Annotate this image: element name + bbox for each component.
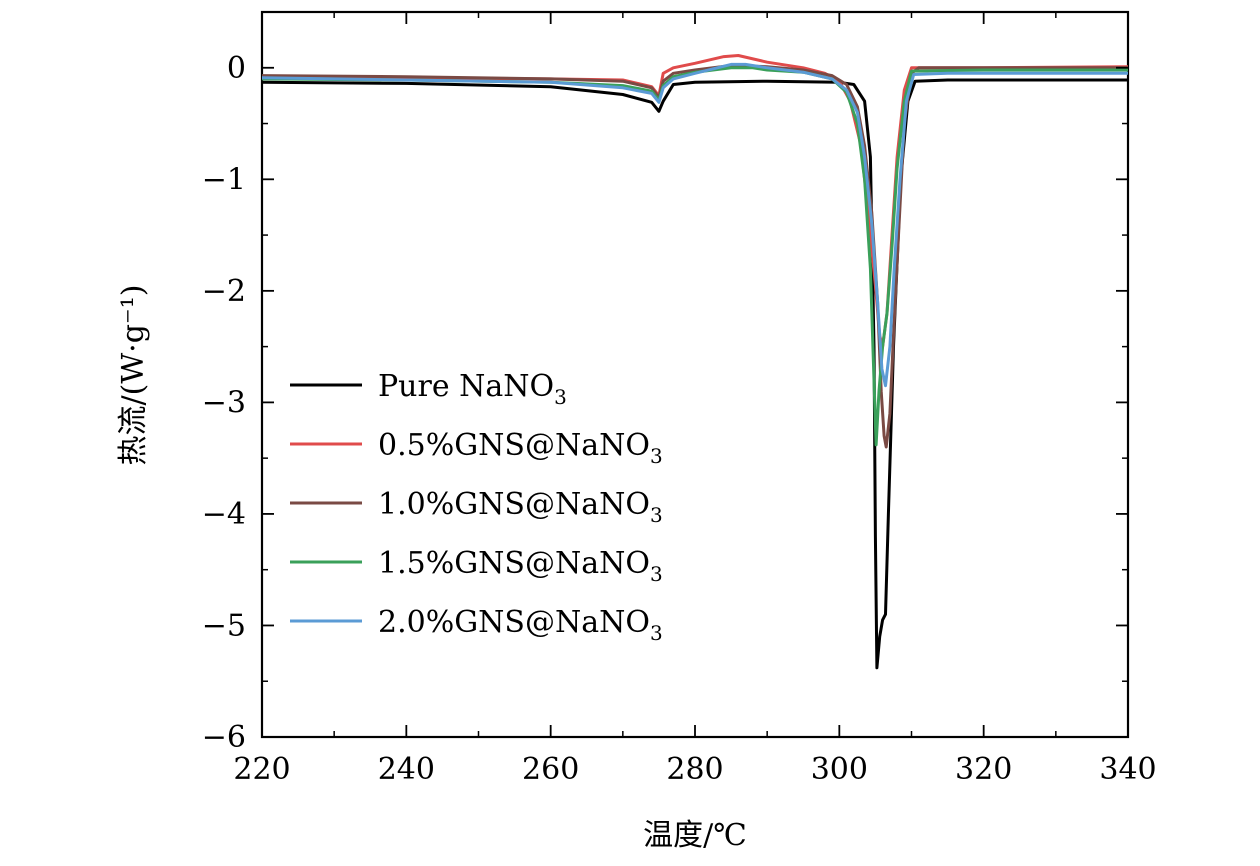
legend-label-1: 0.5%GNS@NaNO3 bbox=[378, 428, 663, 468]
x-tick-label: 220 bbox=[233, 752, 290, 787]
x-tick-label: 280 bbox=[666, 752, 723, 787]
legend-label-3: 1.5%GNS@NaNO3 bbox=[378, 546, 663, 586]
tick-layer bbox=[261, 11, 1129, 738]
tick-label-layer: 220 240 260 280 300 320 340 0 −1 −2 −3 −4 −5 −6 bbox=[202, 51, 1157, 787]
y-tick-label: −1 bbox=[202, 162, 246, 197]
legend-label-4: 2.0%GNS@NaNO3 bbox=[378, 605, 663, 645]
y-tick-label: −5 bbox=[202, 608, 246, 643]
series-line-1 bbox=[261, 54, 1129, 349]
x-tick-label: 340 bbox=[1099, 752, 1156, 787]
y-tick-label: −3 bbox=[202, 385, 246, 420]
y-tick-label: −6 bbox=[202, 720, 246, 755]
x-axis-title: 温度/℃ bbox=[643, 818, 747, 853]
y-tick-label: −4 bbox=[202, 497, 246, 532]
series-layer bbox=[261, 54, 1129, 670]
x-tick-label: 260 bbox=[522, 752, 579, 787]
y-axis-title: 热流/(W·g⁻¹) bbox=[116, 285, 151, 466]
legend-label-0: Pure NaNO3 bbox=[378, 369, 567, 409]
series-line-4 bbox=[261, 62, 1128, 388]
x-tick-label: 320 bbox=[955, 752, 1012, 787]
x-tick-label: 240 bbox=[378, 752, 435, 787]
y-tick-label: −2 bbox=[202, 274, 246, 309]
y-tick-label: 0 bbox=[227, 51, 246, 86]
series-line-2 bbox=[261, 64, 1128, 449]
x-tick-label: 300 bbox=[811, 752, 868, 787]
legend-label-2: 1.0%GNS@NaNO3 bbox=[378, 487, 663, 527]
legend: Pure NaNO3 0.5%GNS@NaNO3 1.0%GNS@NaNO3 1.5%… bbox=[290, 369, 663, 645]
